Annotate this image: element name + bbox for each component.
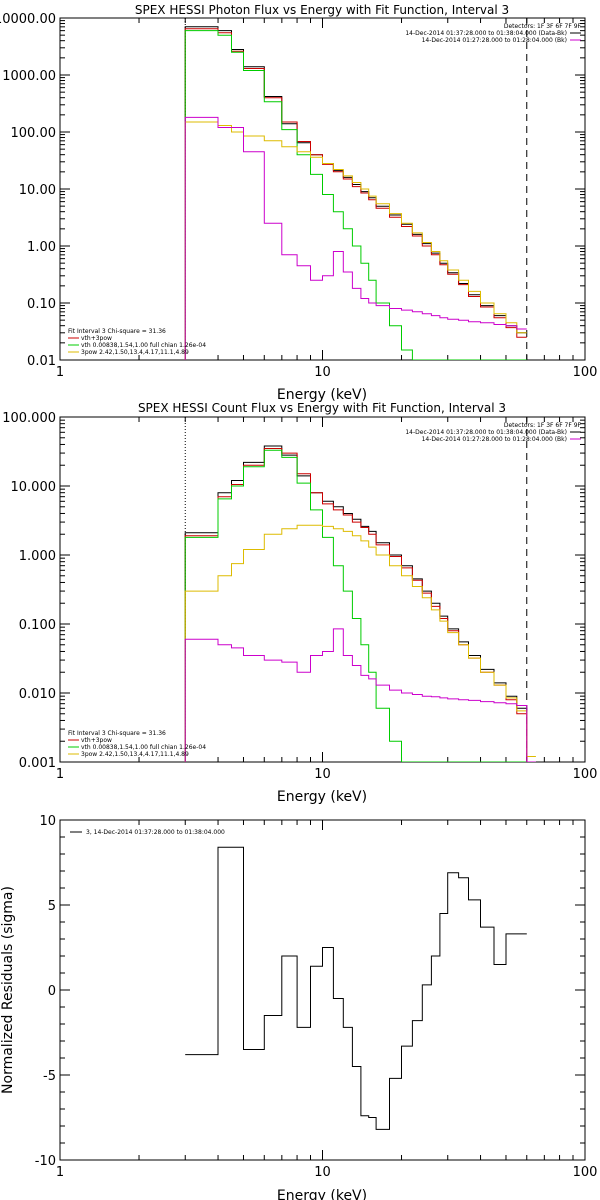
photon-flux-x-tick-label: 1 xyxy=(56,365,64,380)
residuals-x-tick-label: 1 xyxy=(56,1165,64,1180)
photon-flux-y-tick-label: 10000.00 xyxy=(0,12,56,27)
photon-flux-series-vth xyxy=(184,30,527,360)
residuals-x-axis-label: Energy (keV) xyxy=(277,1188,367,1200)
count-flux-y-tick-label: 1.000 xyxy=(19,549,56,564)
photon-flux-legend-top-entry: 14-Dec-2014 01:37:28.000 to 01:38:04.000… xyxy=(405,30,567,37)
photon-flux-y-tick-label: 0.01 xyxy=(27,354,56,369)
photon-flux-y-tick-label: 0.10 xyxy=(27,297,56,312)
count-flux-legend-top-entry: 14-Dec-2014 01:37:28.000 to 01:38:04.000… xyxy=(405,429,567,436)
photon-flux-y-tick-label: 1000.00 xyxy=(2,69,56,84)
photon-flux-x-tick-label: 100 xyxy=(573,365,598,380)
photon-flux-panel: SPEX HESSI Photon Flux vs Energy with Fi… xyxy=(0,3,597,403)
photon-flux-series-3pow xyxy=(184,121,527,360)
count-flux-y-tick-label: 100.000 xyxy=(2,411,56,426)
photon-flux-x-axis-label: Energy (keV) xyxy=(277,387,367,403)
photon-flux-series-vth-3pow xyxy=(184,28,527,360)
photon-flux-legend-bottom-entry: Fit Interval 3 Chi-square = 31.36 xyxy=(68,328,166,335)
count-flux-y-tick-label: 10.000 xyxy=(11,480,57,495)
photon-flux-y-tick-label: 10.00 xyxy=(19,183,56,198)
count-flux-legend-bottom-entry: vth+3pow xyxy=(81,737,112,744)
residuals-x-tick-label: 10 xyxy=(314,1165,331,1180)
count-flux-legend-bottom-entry: 3pow 2.42,1.50,13.4,4.17,11.1,4.89 xyxy=(81,751,189,758)
count-flux-series-vth-3pow xyxy=(184,448,536,762)
photon-flux-legend-bottom-entry: vth+3pow xyxy=(81,335,112,342)
residuals-y-tick-label: -5 xyxy=(43,1069,56,1084)
photon-flux-y-tick-label: 100.00 xyxy=(11,126,57,141)
count-flux-y-tick-label: 0.100 xyxy=(19,618,56,633)
residuals-y-tick-label: -10 xyxy=(35,1154,56,1169)
photon-flux-y-tick-label: 1.00 xyxy=(27,240,56,255)
photon-flux-legend-top-entry: 14-Dec-2014 01:27:28.000 to 01:28:04.000… xyxy=(422,37,567,44)
count-flux-x-tick-label: 1 xyxy=(56,767,64,782)
photon-flux-legend-top-entry: Detectors: 1F 3F 6F 7F 9F xyxy=(504,23,582,30)
count-flux-legend-bottom-entry: vth 0.00838,1.54,1.00 full chian 1.26e-0… xyxy=(81,744,206,751)
residuals-panel: Energy (keV) Normalized Residuals (sigma… xyxy=(0,814,597,1200)
count-flux-panel: SPEX HESSI Count Flux vs Energy with Fit… xyxy=(2,401,597,805)
residuals-y-tick-label: 10 xyxy=(39,814,56,829)
residuals-x-tick-label: 100 xyxy=(573,1165,598,1180)
residuals-y-tick-label: 0 xyxy=(48,984,56,999)
count-flux-series-data-bk xyxy=(184,445,536,762)
count-flux-y-tick-label: 0.010 xyxy=(19,687,56,702)
photon-flux-title: SPEX HESSI Photon Flux vs Energy with Fi… xyxy=(135,3,509,17)
count-flux-x-tick-label: 100 xyxy=(573,767,598,782)
count-flux-x-axis-label: Energy (keV) xyxy=(277,789,367,805)
count-flux-legend-top-entry: Detectors: 1F 3F 6F 7F 9F xyxy=(504,422,582,429)
residuals-y-axis-label: Normalized Residuals (sigma) xyxy=(0,886,16,1094)
residuals-series-residuals xyxy=(185,846,527,1130)
residuals-plot-frame xyxy=(59,819,586,1161)
count-flux-y-tick-label: 0.001 xyxy=(19,756,56,771)
count-flux-series-3pow xyxy=(184,524,536,762)
count-flux-plot-frame xyxy=(59,416,586,763)
photon-flux-legend-bottom-entry: vth 0.00838,1.54,1.00 full chian 1.26e-0… xyxy=(81,342,206,349)
photon-flux-legend-bottom-entry: 3pow 2.42,1.50,13.4,4.17,11.1,4.89 xyxy=(81,349,189,356)
photon-flux-x-tick-label: 10 xyxy=(314,365,331,380)
count-flux-legend-top-entry: 14-Dec-2014 01:27:28.000 to 01:28:04.000… xyxy=(422,436,567,443)
count-flux-legend-bottom-entry: Fit Interval 3 Chi-square = 31.36 xyxy=(68,730,166,737)
count-flux-series-vth xyxy=(184,449,536,762)
residuals-y-tick-label: 5 xyxy=(48,899,56,914)
count-flux-series-bk xyxy=(184,628,536,762)
count-flux-title: SPEX HESSI Count Flux vs Energy with Fit… xyxy=(138,401,506,415)
photon-flux-series-data-bk xyxy=(184,26,527,360)
count-flux-x-tick-label: 10 xyxy=(314,767,331,782)
residuals-legend-entry: 3, 14-Dec-2014 01:37:28.000 to 01:38:04.… xyxy=(86,829,225,836)
photon-flux-series-bk xyxy=(184,116,527,360)
